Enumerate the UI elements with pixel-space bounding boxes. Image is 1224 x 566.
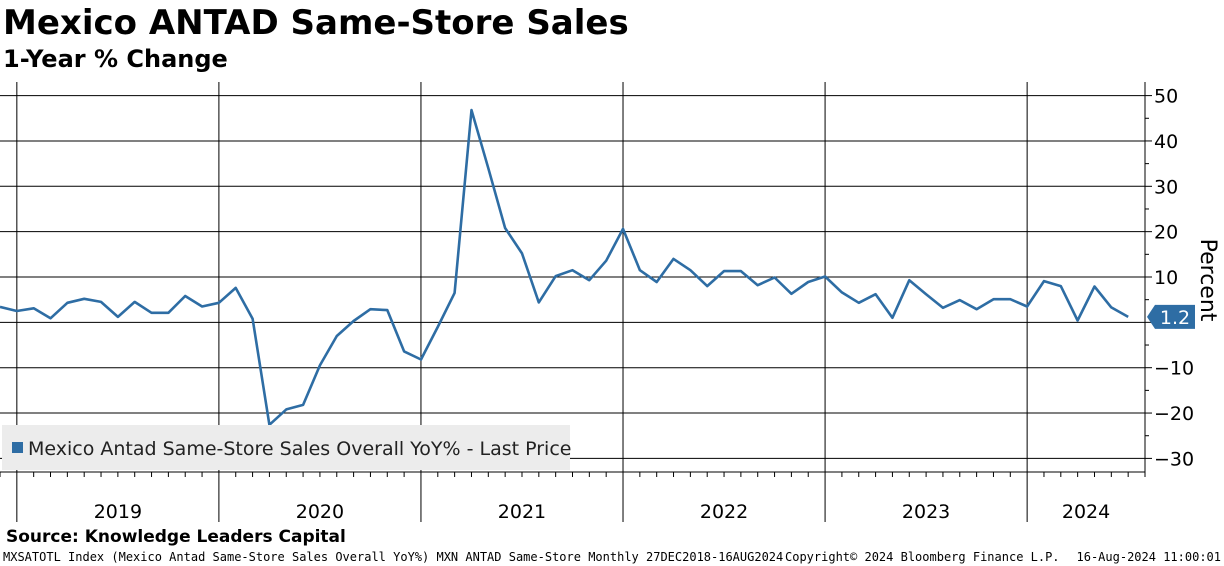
x-tick-label: 2021 <box>498 501 546 523</box>
x-tick-label: 2020 <box>296 501 344 523</box>
legend-background <box>2 425 570 470</box>
y-tick-label: 20 <box>1154 222 1178 244</box>
copyright-note: Copyright© 2024 Bloomberg Finance L.P. <box>785 550 1060 564</box>
legend-label: Mexico Antad Same-Store Sales Overall Yo… <box>28 438 571 460</box>
legend: Mexico Antad Same-Store Sales Overall Yo… <box>2 425 571 470</box>
chart-subtitle: 1-Year % Change <box>3 45 228 73</box>
y-axis-label: Percent <box>1195 239 1220 322</box>
x-axis: 2019 2020 2021 2022 2023 2024 <box>0 471 1146 523</box>
y-tick-label: 50 <box>1154 86 1178 108</box>
timestamp: 16-Aug-2024 11:00:01 <box>1076 550 1222 564</box>
source-note: Source: Knowledge Leaders Capital <box>6 527 346 547</box>
last-value-badge <box>1147 304 1195 329</box>
y-tick-label: −30 <box>1154 448 1194 470</box>
y-tick-label: −20 <box>1154 403 1194 425</box>
y-tick-label: 10 <box>1154 267 1178 289</box>
x-tick-label: 2022 <box>700 501 748 523</box>
chart-title: Mexico ANTAD Same-Store Sales <box>3 3 629 43</box>
y-tick-label: 40 <box>1154 131 1178 153</box>
y-tick-label: 30 <box>1154 176 1178 198</box>
last-value-tag: 1.2 <box>1147 304 1195 329</box>
y-axis: 50 40 30 20 10 −10 −20 −30 1.2 <box>1144 82 1195 472</box>
grid-lines <box>0 82 1145 522</box>
x-tick-label: 2019 <box>94 501 142 523</box>
legend-swatch <box>12 442 23 453</box>
series-line <box>0 108 1129 427</box>
series-layer <box>0 108 1129 427</box>
x-tick-label: 2024 <box>1062 501 1110 523</box>
y-tick-label: −10 <box>1154 358 1194 380</box>
last-value-label: 1.2 <box>1160 307 1190 329</box>
ticker-info: MXSATOTL Index (Mexico Antad Same-Store … <box>3 550 784 564</box>
x-tick-label: 2023 <box>902 501 950 523</box>
